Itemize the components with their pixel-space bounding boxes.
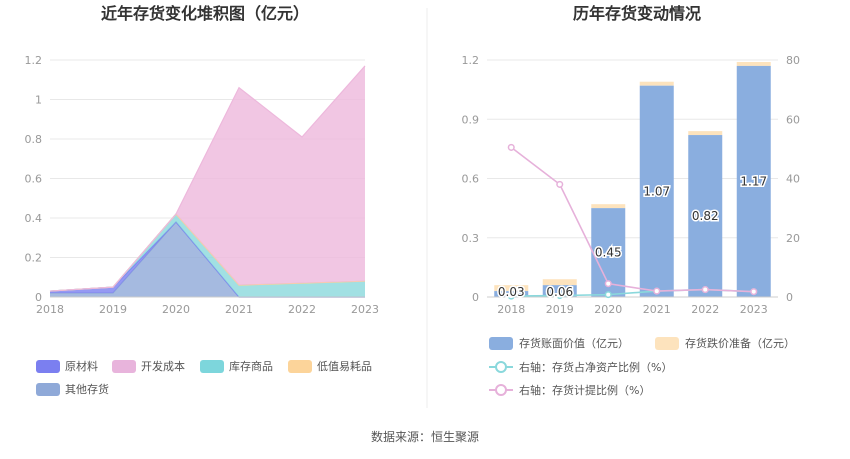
ratio-point	[507, 292, 515, 300]
provision-rate-point	[701, 286, 709, 294]
y-tick-label: 0.6	[462, 173, 480, 186]
legend-swatch	[200, 360, 224, 373]
ratio-point	[556, 291, 564, 300]
provision-rate-point	[556, 180, 564, 188]
y-tick-label: 0.2	[25, 252, 43, 265]
y-tick-label: 0.4	[25, 212, 43, 225]
x-tick-label: 2019	[99, 303, 127, 316]
x-tick-label: 2023	[740, 303, 768, 316]
book-value-bar	[688, 135, 723, 297]
x-tick-label: 2020	[594, 303, 622, 316]
legend-label: 开发成本	[141, 359, 185, 373]
legend-swatch	[489, 337, 513, 350]
legend-marker	[495, 384, 507, 396]
bar-data-label: 1.07	[643, 184, 670, 198]
area-series-edge	[49, 65, 366, 292]
provision-rate-point	[604, 280, 612, 288]
legend-label: 右轴：存货计提比例（%）	[519, 383, 650, 397]
legend-marker	[495, 361, 507, 373]
book-value-bar	[542, 285, 577, 297]
y-tick-label: 0.9	[462, 113, 480, 126]
area-series	[50, 65, 365, 292]
provision-bar	[494, 285, 529, 292]
legend-label: 右轴：存货占净资产比例（%）	[519, 360, 672, 374]
bar-chart-legend: 存货账面价值（亿元） 存货跌价准备（亿元） 右轴：存货占净资产比例（%） 右轴：存货计…	[489, 336, 795, 397]
legend-label: 库存商品	[229, 359, 273, 373]
y2-tick-label: 60	[786, 113, 800, 126]
y-tick-label: 0	[472, 291, 479, 304]
provision-bar	[736, 61, 771, 66]
provision-rate-point	[750, 288, 758, 296]
provision-rate-line	[510, 146, 754, 293]
legend-swatch	[36, 383, 60, 396]
ratio-point	[604, 291, 612, 299]
x-tick-label: 2023	[351, 303, 379, 316]
legend-label: 其他存货	[65, 382, 109, 396]
y-tick-label: 1.2	[25, 54, 43, 67]
stacked-area-chart: 0 0.2 0.4 0.6 0.8 1 1.2 2018 2019 2020 2021 2022 202…	[25, 54, 380, 316]
provision-rate-point	[653, 287, 661, 295]
y-tick-label: 1.2	[462, 54, 480, 67]
bar-chart-title: 历年存货变动情况	[573, 4, 701, 23]
bar-data-label: 0.03	[498, 285, 525, 299]
legend-swatch	[655, 337, 679, 350]
x-tick-label: 2019	[546, 303, 574, 316]
provision-rate-point	[507, 143, 515, 151]
y2-tick-label: 80	[786, 54, 800, 67]
bar-data-label: 1.17	[740, 174, 767, 188]
x-tick-label: 2021	[643, 303, 671, 316]
provision-bar	[688, 131, 723, 136]
y-tick-label: 0.6	[25, 173, 43, 186]
x-tick-label: 2020	[162, 303, 190, 316]
bar-data-label: 0.06	[546, 285, 573, 299]
legend-label: 低值易耗品	[317, 360, 372, 373]
area-series	[50, 214, 365, 297]
x-tick-label: 2022	[288, 303, 316, 316]
y-tick-label: 0.8	[25, 133, 43, 146]
x-tick-label: 2018	[36, 303, 64, 316]
y-tick-label: 0.3	[462, 232, 480, 245]
y-tick-label: 0	[35, 291, 42, 304]
legend-swatch	[288, 360, 312, 373]
legend-swatch	[36, 360, 60, 373]
x-tick-label: 2018	[497, 303, 525, 316]
book-value-bar	[736, 65, 771, 297]
legend-label: 原材料	[65, 359, 98, 373]
x-tick-label: 2022	[691, 303, 719, 316]
y2-tick-label: 20	[786, 232, 800, 245]
x-tick-label: 2021	[225, 303, 253, 316]
inventory-bar-chart: 0 0.3 0.6 0.9 1.2 0 20 40 60 80 2018 2019 2020 2021 20…	[462, 54, 801, 316]
legend-label: 存货跌价准备（亿元）	[685, 336, 795, 350]
y-tick-label: 1	[35, 94, 42, 107]
provision-bar	[591, 204, 626, 209]
book-value-bar	[639, 85, 674, 297]
y2-tick-label: 0	[786, 291, 793, 304]
stacked-chart-title: 近年存货变化堆积图（亿元）	[101, 4, 309, 23]
data-source: 数据来源：恒生聚源	[370, 430, 479, 444]
legend-swatch	[112, 360, 136, 373]
provision-bar	[639, 81, 674, 86]
y2-tick-label: 40	[786, 173, 800, 186]
bar-data-label: 0.45	[595, 246, 622, 260]
legend-label: 存货账面价值（亿元）	[519, 336, 629, 350]
bar-data-label: 0.82	[692, 209, 719, 223]
provision-bar	[542, 279, 577, 286]
